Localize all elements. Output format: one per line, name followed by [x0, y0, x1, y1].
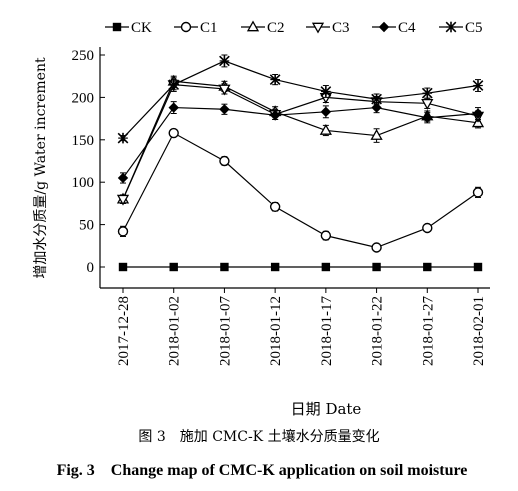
legend-label-c5: C5: [465, 20, 483, 36]
data-point-c1: [269, 201, 281, 212]
x-tick-label: 2018-01-17: [319, 296, 335, 366]
data-point-c4: [117, 172, 129, 184]
legend-item-c2: C2: [241, 20, 285, 36]
data-point-c5: [472, 80, 484, 91]
series-layer: [116, 54, 485, 272]
x-tick-label: 2018-01-07: [217, 296, 233, 366]
x-tick-label: 2018-01-27: [420, 296, 436, 366]
data-point-c4: [472, 108, 484, 119]
legend-item-c1: C1: [174, 20, 218, 36]
data-point-c5: [371, 93, 382, 105]
data-point-c4: [371, 102, 382, 113]
legend-item-c4: C4: [372, 20, 416, 36]
legend-label-c4: C4: [398, 20, 416, 36]
data-point-c3: [421, 98, 434, 110]
data-point-c5: [320, 86, 332, 97]
data-point-ck: [220, 262, 229, 272]
data-point-ck: [423, 262, 432, 272]
data-point-c5: [168, 79, 180, 91]
data-point-ck: [372, 262, 381, 272]
data-point-ck: [473, 262, 483, 272]
y-tick-label: 200: [72, 90, 95, 106]
data-point-c5: [117, 132, 129, 144]
legend-marker-c5: [445, 21, 457, 33]
data-point-c4: [219, 104, 230, 115]
y-tick-label: 0: [87, 260, 95, 276]
data-point-c4: [269, 110, 281, 121]
data-point-c5: [219, 55, 230, 67]
legend-label-ck: CK: [131, 20, 152, 36]
legend-marker-c1: [180, 21, 192, 33]
data-point-ck: [321, 262, 331, 272]
x-tick-label: 2018-02-01: [471, 296, 487, 366]
figure-caption-chinese: 图 3 施加 CMC-K 土壤水分质量变化: [138, 429, 380, 445]
series-ck: [118, 262, 483, 272]
y-tick-label: 250: [72, 48, 95, 64]
data-point-ck: [169, 262, 178, 272]
data-point-c1: [219, 155, 230, 167]
x-tick-label: 2017-12-28: [116, 296, 132, 366]
legend-item-ck: CK: [105, 20, 152, 36]
y-tick-label: 150: [72, 133, 95, 149]
y-axis-label: 增加水分质量/g Water increment: [33, 57, 49, 279]
legend: CK C1 C2 C3 C4 C5: [105, 20, 483, 36]
figure-caption-english: Fig. 3 Change map of CMC-K application o…: [56, 462, 468, 479]
series-c1: [117, 127, 484, 253]
data-point-c1: [422, 222, 433, 234]
legend-label-c3: C3: [332, 20, 350, 36]
legend-marker-ck: [112, 22, 122, 32]
legend-item-c5: C5: [439, 20, 483, 36]
data-point-c5: [269, 74, 281, 85]
y-tick-label: 50: [79, 218, 94, 234]
series-line-c4: [122, 106, 479, 179]
data-point-c3: [116, 194, 130, 206]
data-point-c5: [421, 87, 433, 99]
data-point-ck: [118, 262, 128, 272]
data-point-c1: [168, 127, 179, 139]
series-line-c5: [122, 60, 479, 139]
line-chart: CK C1 C2 C3 C4 C5 0 50 100 150 200 250 2017-12-28 20…: [33, 20, 490, 418]
data-point-c2: [370, 129, 383, 140]
x-axis-label: 日期 Date: [291, 400, 362, 418]
x-tick-label: 2018-01-02: [167, 296, 183, 366]
data-point-c4: [320, 106, 332, 118]
legend-item-c3: C3: [306, 20, 350, 36]
x-tick-label: 2018-01-22: [370, 296, 386, 366]
data-point-c1: [117, 226, 129, 237]
legend-label-c2: C2: [267, 20, 285, 36]
series-line-c2: [122, 80, 479, 200]
series-line-c3: [122, 84, 479, 200]
legend-marker-c2: [246, 20, 260, 32]
y-tick-label: 100: [72, 175, 95, 191]
legend-marker-c4: [378, 21, 390, 33]
data-point-c1: [320, 230, 332, 241]
data-point-ck: [270, 262, 280, 272]
data-point-c4: [168, 102, 179, 113]
series-line-c1: [122, 132, 479, 249]
series-c4: [117, 101, 484, 184]
x-tick-label: 2018-01-12: [268, 296, 284, 366]
axes: 0 50 100 150 200 250 2017-12-28 2018-01-02 2018-…: [72, 47, 490, 366]
data-point-c3: [218, 84, 231, 96]
legend-label-c1: C1: [200, 20, 218, 36]
legend-marker-c3: [311, 22, 325, 34]
data-point-c2: [319, 123, 332, 135]
series-c5: [117, 54, 484, 144]
data-point-c1: [472, 187, 484, 198]
data-point-c1: [371, 242, 382, 253]
data-point-c4: [422, 112, 433, 123]
